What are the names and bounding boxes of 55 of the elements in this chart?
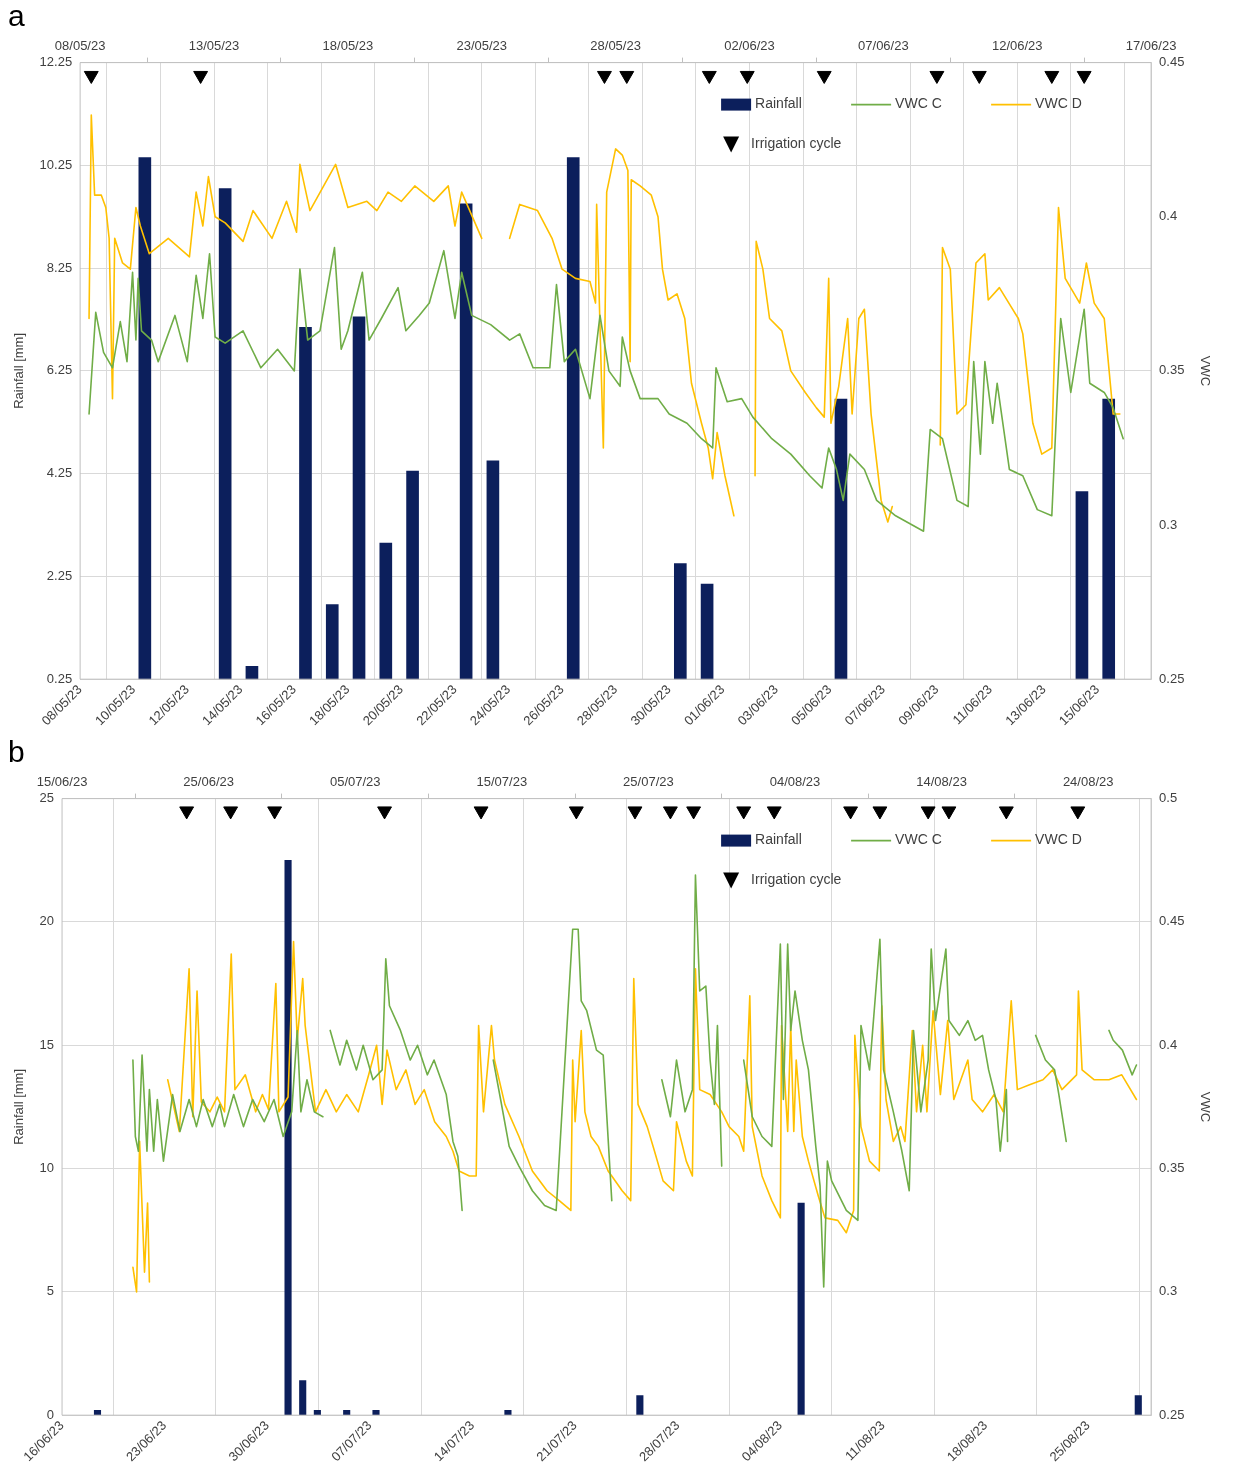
x2-tick-label: 25/06/23 xyxy=(183,774,234,790)
legend-label: VWC D xyxy=(1035,831,1082,848)
y2-tick-label: 0.25 xyxy=(1159,1406,1185,1422)
legend-label: Irrigation cycle xyxy=(751,871,842,888)
y-tick-label: 15 xyxy=(39,1036,55,1052)
y-tick-label: 8.25 xyxy=(46,259,73,275)
x2-tick-label: 15/07/23 xyxy=(476,774,528,790)
y-axis-title: Rainfall [mm] xyxy=(11,1068,27,1145)
legend-label: Rainfall xyxy=(755,95,802,112)
x2-tick-label: 17/06/23 xyxy=(1125,38,1177,54)
y2-tick-label: 0.4 xyxy=(1159,208,1178,224)
y2-tick-label: 0.4 xyxy=(1159,1036,1178,1052)
x2-tick-label: 12/06/23 xyxy=(991,38,1043,54)
y2-tick-label: 0.45 xyxy=(1159,913,1185,929)
x2-tick-label: 14/08/23 xyxy=(916,774,967,790)
y2-tick-label: 0.3 xyxy=(1159,516,1178,532)
x2-tick-label: 23/05/23 xyxy=(456,38,508,54)
y2-axis-title: VWC xyxy=(1197,1091,1213,1123)
y-tick-label: 20 xyxy=(39,913,55,929)
x2-tick-label: 24/08/23 xyxy=(1062,774,1114,790)
x2-tick-label: 05/07/23 xyxy=(329,774,381,790)
y2-tick-label: 0.5 xyxy=(1159,790,1178,806)
y-tick-label: 25 xyxy=(39,790,55,806)
y2-tick-label: 0.35 xyxy=(1159,1160,1185,1176)
y-tick-label: 0 xyxy=(46,1406,55,1422)
y-tick-label: 10 xyxy=(39,1160,55,1176)
y-tick-label: 5 xyxy=(46,1283,55,1299)
legend-label: VWC C xyxy=(895,831,942,848)
chart-title: b xyxy=(8,735,25,769)
legend-label: VWC C xyxy=(895,95,942,112)
x2-tick-label: 02/06/23 xyxy=(724,38,775,54)
x2-tick-label: 28/05/23 xyxy=(590,38,641,54)
x2-tick-label: 04/08/23 xyxy=(769,774,821,790)
y2-axis-title: VWC xyxy=(1197,355,1213,387)
y-axis-title: Rainfall [mm] xyxy=(11,332,27,409)
legend-label: Rainfall xyxy=(755,831,802,848)
y2-tick-label: 0.45 xyxy=(1159,54,1185,70)
y-tick-label: 10.25 xyxy=(39,156,73,172)
y-tick-label: 6.25 xyxy=(46,362,73,378)
legend-label: Irrigation cycle xyxy=(751,135,842,152)
x2-tick-label: 25/07/23 xyxy=(623,774,674,790)
x2-tick-label: 08/05/23 xyxy=(54,38,106,54)
x2-tick-label: 15/06/23 xyxy=(36,774,88,790)
y2-tick-label: 0.3 xyxy=(1159,1283,1178,1299)
y2-tick-label: 0.25 xyxy=(1159,670,1185,686)
x2-tick-label: 13/05/23 xyxy=(188,38,240,54)
y-tick-label: 4.25 xyxy=(46,465,73,481)
y-tick-label: 12.25 xyxy=(39,54,73,70)
legend-label: VWC D xyxy=(1035,95,1082,112)
x2-tick-label: 18/05/23 xyxy=(322,38,374,54)
y-tick-label: 2.25 xyxy=(46,568,73,583)
y2-tick-label: 0.35 xyxy=(1159,362,1185,378)
y-tick-label: 0.25 xyxy=(46,670,73,686)
chart-title: a xyxy=(8,0,25,33)
x2-tick-label: 07/06/23 xyxy=(858,38,909,54)
